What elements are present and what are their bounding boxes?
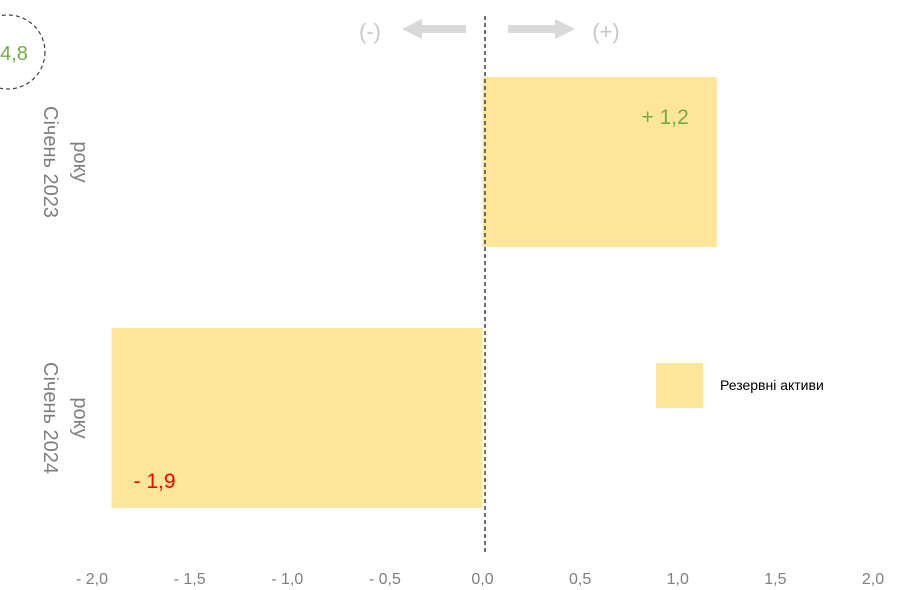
category-label-line: року bbox=[69, 397, 91, 438]
right-arrow-icon bbox=[508, 19, 575, 39]
x-tick-label: 1,0 bbox=[667, 571, 689, 588]
badge-value: 4,8 bbox=[0, 43, 28, 65]
x-tick-label: 0,5 bbox=[569, 571, 591, 588]
negative-sign: (-) bbox=[359, 19, 381, 44]
legend-swatch bbox=[656, 363, 703, 408]
x-tick-label: - 2,0 bbox=[76, 571, 108, 588]
category-label-line: року bbox=[69, 141, 91, 182]
positive-sign: (+) bbox=[592, 19, 620, 44]
data-labels: + 1,2 - 1,9 bbox=[134, 106, 689, 493]
legend: Резервні активи bbox=[656, 363, 824, 408]
x-axis-tick-labels: - 2,0 - 1,5 - 1,0 - 0,5 0,0 0,5 1,0 1,5 2,0 bbox=[76, 571, 884, 588]
left-arrow-icon bbox=[402, 19, 466, 39]
x-tick-label: - 1,5 bbox=[174, 571, 206, 588]
x-tick-label: 1,5 bbox=[764, 571, 786, 588]
category-labels: Січень 2023 року Січень 2024 року bbox=[39, 106, 91, 474]
bar-1 bbox=[482, 77, 717, 247]
badge: 4,8 bbox=[0, 14, 46, 90]
bars bbox=[111, 77, 717, 508]
direction-indicator: (-) (+) bbox=[359, 19, 620, 44]
legend-label: Резервні активи bbox=[720, 377, 824, 393]
x-tick-label: 0,0 bbox=[471, 571, 493, 588]
x-tick-label: - 1,0 bbox=[271, 571, 303, 588]
category-label-2: Січень 2024 року bbox=[39, 362, 91, 474]
bar-2 bbox=[111, 328, 483, 508]
category-label-line: Січень 2024 bbox=[39, 362, 61, 474]
category-label-line: Січень 2023 bbox=[39, 106, 61, 218]
x-tick-label: 2,0 bbox=[862, 571, 884, 588]
x-tick-label: - 0,5 bbox=[369, 571, 401, 588]
data-label-1: + 1,2 bbox=[642, 106, 689, 129]
category-label-1: Січень 2023 року bbox=[39, 106, 91, 218]
badge-circle bbox=[0, 14, 46, 90]
data-label-2: - 1,9 bbox=[134, 470, 176, 493]
